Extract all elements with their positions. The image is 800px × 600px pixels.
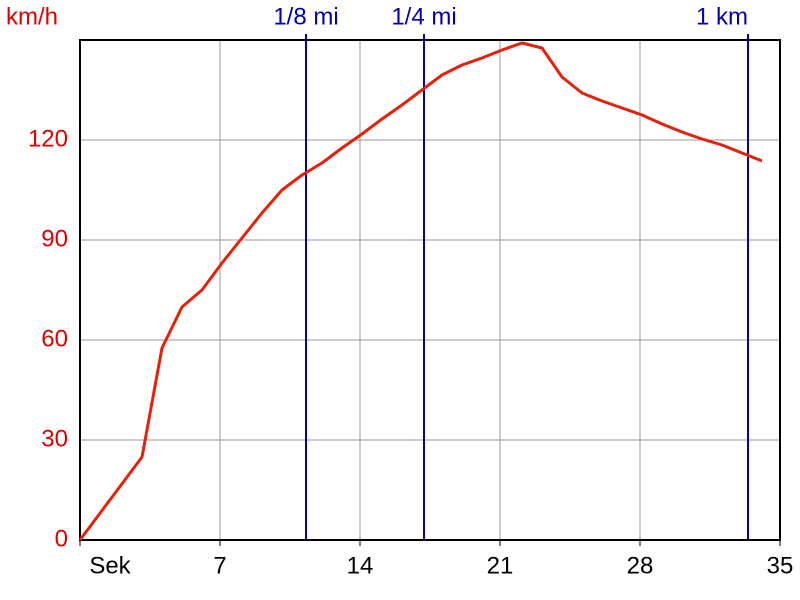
y-tick-label: 0	[55, 525, 68, 552]
x-tick-label: Sek	[89, 552, 131, 579]
x-tick-label: 7	[213, 552, 226, 579]
y-axis-label: km/h	[6, 3, 58, 30]
y-tick-label: 90	[41, 225, 68, 252]
distance-marker-label: 1 km	[696, 3, 748, 30]
y-tick-label: 60	[41, 325, 68, 352]
distance-marker-label: 1/4 mi	[391, 3, 456, 30]
distance-marker-label: 1/8 mi	[273, 3, 338, 30]
plot-frame	[79, 39, 781, 541]
speed-line	[78, 41, 763, 541]
x-tick-label: 21	[487, 552, 514, 579]
x-tick-label: 35	[767, 552, 794, 579]
x-tick-label: 14	[347, 552, 374, 579]
y-tick-label: 30	[41, 425, 68, 452]
y-tick-label: 120	[28, 125, 68, 152]
x-tick-label: 28	[627, 552, 654, 579]
